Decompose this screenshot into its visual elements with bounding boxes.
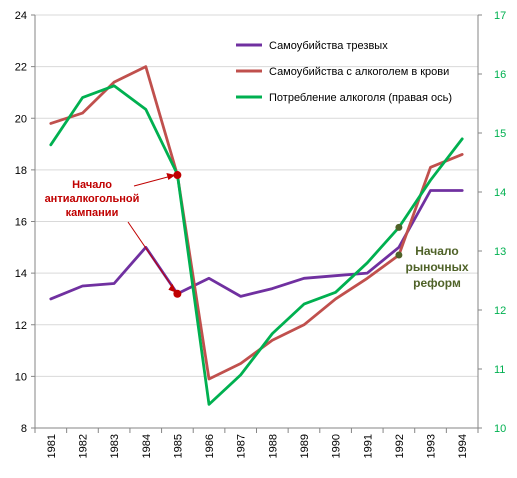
annotation-text-reforms: Начало bbox=[415, 244, 458, 258]
x-tick-label: 1994 bbox=[457, 434, 469, 458]
series-line-1 bbox=[49, 189, 464, 301]
x-tick-label: 1981 bbox=[46, 434, 58, 458]
x-tick-label: 1986 bbox=[204, 434, 216, 458]
annotation-text-campaign: Начало bbox=[72, 179, 112, 191]
annotation-arrowhead bbox=[168, 283, 177, 293]
annotation-point bbox=[395, 251, 403, 259]
x-tick-label: 1983 bbox=[109, 434, 121, 458]
right-tick-label: 13 bbox=[494, 246, 506, 258]
left-tick-label: 8 bbox=[21, 423, 27, 435]
x-tick-label: 1991 bbox=[362, 434, 374, 458]
right-tick-label: 11 bbox=[494, 364, 505, 376]
x-tick-label: 1992 bbox=[394, 434, 406, 458]
x-tick-label: 1993 bbox=[426, 434, 438, 458]
left-tick-label: 12 bbox=[15, 320, 27, 332]
x-tick-label: 1989 bbox=[299, 434, 311, 458]
right-tick-label: 12 bbox=[494, 305, 506, 317]
left-tick-label: 22 bbox=[15, 62, 27, 74]
annotation-text-reforms: реформ bbox=[413, 276, 461, 290]
x-tick-label: 1988 bbox=[267, 434, 279, 458]
legend-label: Самоубийства трезвых bbox=[269, 40, 388, 52]
legend-label: Потребление алкоголя (правая ось) bbox=[269, 92, 452, 104]
annotation-text-reforms: рыночных bbox=[406, 260, 469, 274]
left-tick-label: 18 bbox=[15, 165, 27, 177]
series-line-2 bbox=[49, 65, 464, 381]
left-tick-label: 14 bbox=[15, 268, 27, 280]
left-tick-label: 20 bbox=[15, 113, 27, 125]
right-tick-label: 17 bbox=[494, 10, 506, 22]
annotation-point bbox=[173, 171, 182, 180]
left-tick-label: 24 bbox=[15, 10, 27, 22]
annotation-arrow bbox=[127, 221, 175, 291]
right-tick-label: 15 bbox=[494, 128, 506, 140]
x-tick-label: 1985 bbox=[172, 434, 184, 458]
annotation-text-campaign: антиалкогольной bbox=[45, 193, 140, 205]
x-tick-label: 1987 bbox=[236, 434, 248, 458]
right-tick-label: 14 bbox=[494, 187, 506, 199]
series-line-3 bbox=[49, 84, 464, 406]
annotation-point bbox=[173, 289, 182, 298]
annotation-arrowhead bbox=[166, 173, 176, 181]
legend-label: Самоубийства с алкоголем в крови bbox=[269, 66, 449, 78]
annotation-point bbox=[395, 223, 403, 231]
x-tick-label: 1990 bbox=[331, 434, 343, 458]
annotation-arrow bbox=[133, 175, 172, 187]
left-tick-label: 16 bbox=[15, 217, 27, 229]
left-tick-label: 10 bbox=[15, 371, 27, 383]
annotation-text-campaign: кампании bbox=[66, 207, 119, 219]
right-tick-label: 10 bbox=[494, 423, 506, 435]
x-tick-label: 1984 bbox=[141, 434, 153, 458]
x-tick-label: 1982 bbox=[77, 434, 89, 458]
right-tick-label: 16 bbox=[494, 69, 506, 81]
